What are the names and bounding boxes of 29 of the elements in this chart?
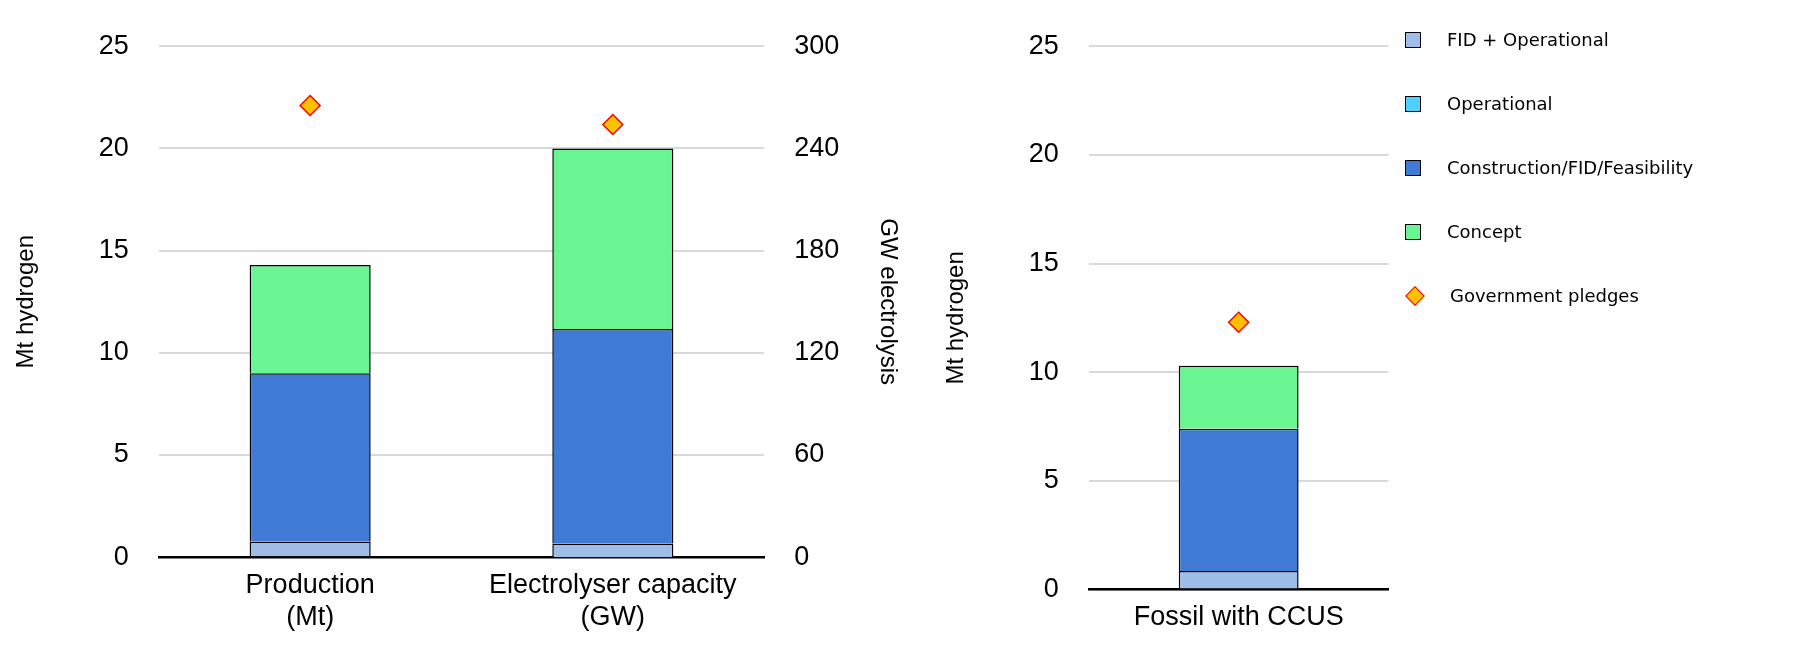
y-tick-label: 15 [98, 234, 129, 265]
x-tick-label: Electrolyser capacity (GW) [489, 568, 738, 632]
x-tick-label: Production (Mt) [245, 568, 375, 632]
y2-tick-label: 300 [794, 29, 840, 60]
x-tick-label: Fossil with CCUS [1133, 601, 1344, 632]
y-tick-label: 0 [1043, 573, 1059, 604]
y-tick-label: 10 [1028, 355, 1059, 386]
legend-label: Operational [1447, 93, 1553, 114]
y-tick-label: 5 [113, 438, 129, 469]
y-tick-label: 5 [1043, 464, 1059, 495]
y-axis-title: Mt hydrogen [11, 235, 39, 369]
legend-label: Government pledges [1450, 285, 1639, 306]
y-axis-title: Mt hydrogen [941, 251, 969, 385]
y-tick-label: 15 [1028, 247, 1059, 278]
y2-tick-label: 60 [794, 438, 825, 469]
y-tick-label: 10 [98, 336, 129, 367]
y-tick-label: 25 [1028, 29, 1059, 60]
y-tick-label: 20 [1028, 138, 1059, 169]
legend-label: Construction/FID/Feasibility [1447, 157, 1694, 178]
y2-axis-title: GW electrolysis [875, 218, 903, 386]
y2-tick-label: 240 [794, 131, 840, 162]
legend-label: Concept [1447, 221, 1522, 242]
y-tick-label: 25 [98, 29, 129, 60]
y2-tick-label: 120 [794, 336, 840, 367]
y2-tick-label: 0 [794, 540, 810, 571]
y-tick-label: 0 [113, 540, 129, 571]
y2-tick-label: 180 [794, 234, 840, 265]
legend-label: FID + Operational [1447, 29, 1609, 50]
y-tick-label: 20 [98, 131, 129, 162]
